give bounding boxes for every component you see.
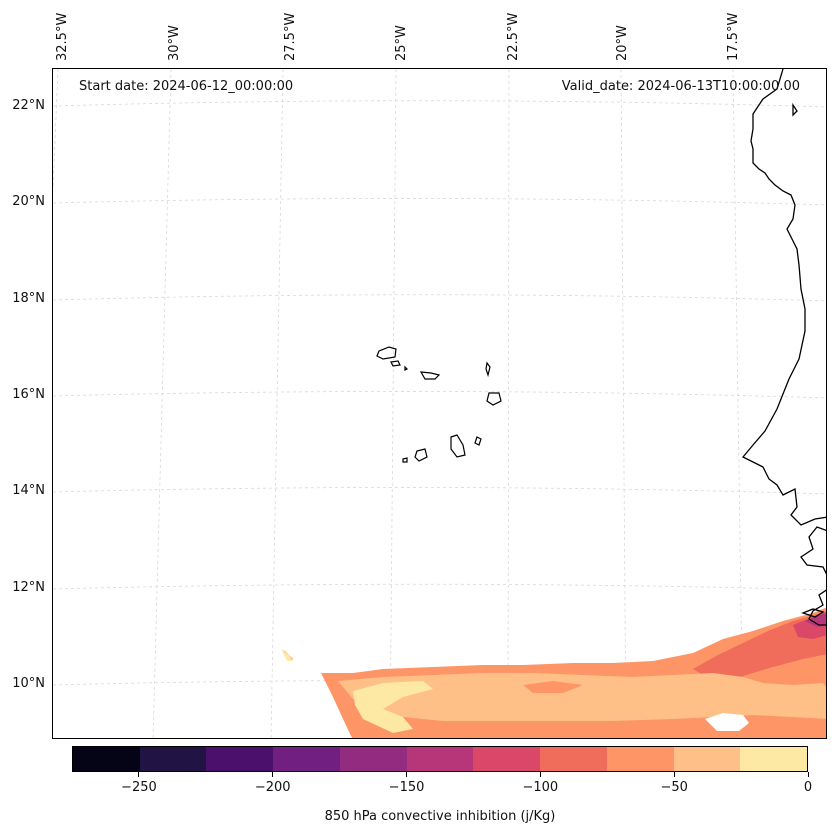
- colorbar-segment: [740, 747, 808, 771]
- colorbar-tick-label: −150: [388, 780, 425, 795]
- island-brava: [402, 457, 408, 463]
- lon-label-27-5: 27.5°W: [283, 12, 298, 61]
- lat-gridline-12: [53, 583, 826, 591]
- lat-label-14: 14°N: [12, 483, 45, 498]
- colorbar-segment: [139, 747, 207, 771]
- colorbar-tick: [673, 772, 675, 777]
- lat-gridline-14: [53, 487, 826, 495]
- cin-gap: [705, 713, 749, 731]
- lat-label-20: 20°N: [12, 194, 45, 209]
- island-sao-nicolau: [419, 371, 441, 380]
- cin-region-pale: [353, 681, 433, 733]
- colorbar: [72, 746, 808, 772]
- lon-gridline-32-5: [53, 69, 59, 190]
- colorbar-tick: [539, 772, 541, 777]
- lon-gridline-20: [620, 69, 627, 738]
- colorbar-segment: [540, 747, 607, 771]
- lon-gridline-17-5: [732, 69, 744, 738]
- colorbar-segment: [606, 747, 674, 771]
- island-maio: [474, 436, 482, 446]
- cin-region-light: [338, 673, 826, 721]
- lat-label-16: 16°N: [12, 387, 45, 402]
- cin-region-pale-b: [281, 649, 293, 661]
- lon-gridline-27-5: [270, 69, 284, 738]
- island-sao-vicente: [390, 360, 401, 367]
- lat-gridline-20: [53, 198, 826, 206]
- lat-label-18: 18°N: [12, 291, 45, 306]
- lat-label-22: 22°N: [12, 98, 45, 113]
- lat-label-12: 12°N: [12, 580, 45, 595]
- lon-label-22-5: 22.5°W: [506, 12, 521, 61]
- colorbar-segment: [406, 747, 474, 771]
- coastline: [741, 69, 826, 626]
- colorbar-tick: [138, 772, 140, 777]
- senegal-coast: [800, 526, 826, 575]
- colorbar-tick-label: −250: [121, 780, 157, 795]
- bissau-islands: [801, 608, 825, 618]
- lon-gridline-30: [152, 69, 172, 738]
- colorbar-tick-label: 0: [803, 780, 813, 795]
- island-santiago: [450, 434, 466, 458]
- island-fogo: [414, 448, 428, 462]
- island-santo-antao: [376, 346, 397, 360]
- lat-gridline-22: [53, 100, 826, 108]
- colorbar-tick-label: −100: [522, 780, 559, 795]
- colorbar-tick: [272, 772, 274, 777]
- guinea-coast: [808, 589, 826, 626]
- cin-region-magenta: [805, 613, 826, 627]
- colorbar-segment: [339, 747, 407, 771]
- island-small-a: [792, 102, 798, 117]
- lat-gridline-16: [53, 391, 826, 399]
- colorbar-tick-label: −50: [660, 780, 688, 795]
- lon-label-30: 30°W: [167, 25, 182, 61]
- colorbar-segment: [206, 747, 274, 771]
- island-santa-luzia: [404, 365, 409, 371]
- cin-region-salmon-b: [523, 681, 583, 693]
- island-boa-vista: [486, 392, 502, 406]
- graticule: [53, 69, 826, 738]
- cin-field: [281, 607, 826, 738]
- lon-gridline-22-5: [507, 69, 510, 738]
- colorbar-segment: [73, 747, 140, 771]
- cin-region-red: [693, 611, 826, 681]
- lat-label-10: 10°N: [12, 676, 45, 691]
- start-date-label: Start date: 2024-06-12_00:00:00: [79, 79, 294, 94]
- island-sal: [485, 361, 491, 378]
- cape-verde-islands: [376, 346, 502, 463]
- lon-label-17-5: 17.5°W: [726, 12, 741, 61]
- africa-coast: [741, 69, 826, 526]
- colorbar-title: 850 hPa convective inhibition (j/Kg): [324, 809, 556, 824]
- colorbar-segment: [273, 747, 340, 771]
- map-canvas: [53, 69, 826, 738]
- colorbar-tick-label: −200: [254, 780, 291, 795]
- lat-gridline-10: [53, 680, 826, 688]
- colorbar-segment: [473, 747, 541, 771]
- valid-date-label: Valid_date: 2024-06-13T10:00:00.00: [561, 79, 800, 94]
- colorbar-tick: [406, 772, 408, 777]
- colorbar-tick: [807, 772, 809, 777]
- colorbar-segment: [673, 747, 741, 771]
- lat-gridline-18: [53, 294, 826, 302]
- lon-gridline-25: [389, 69, 397, 738]
- lon-label-20: 20°W: [615, 25, 630, 61]
- map-panel: Start date: 2024-06-12_00:00:00 Valid_da…: [52, 68, 827, 739]
- lon-label-32-5: 32.5°W: [55, 12, 70, 61]
- lon-label-25: 25°W: [394, 25, 409, 61]
